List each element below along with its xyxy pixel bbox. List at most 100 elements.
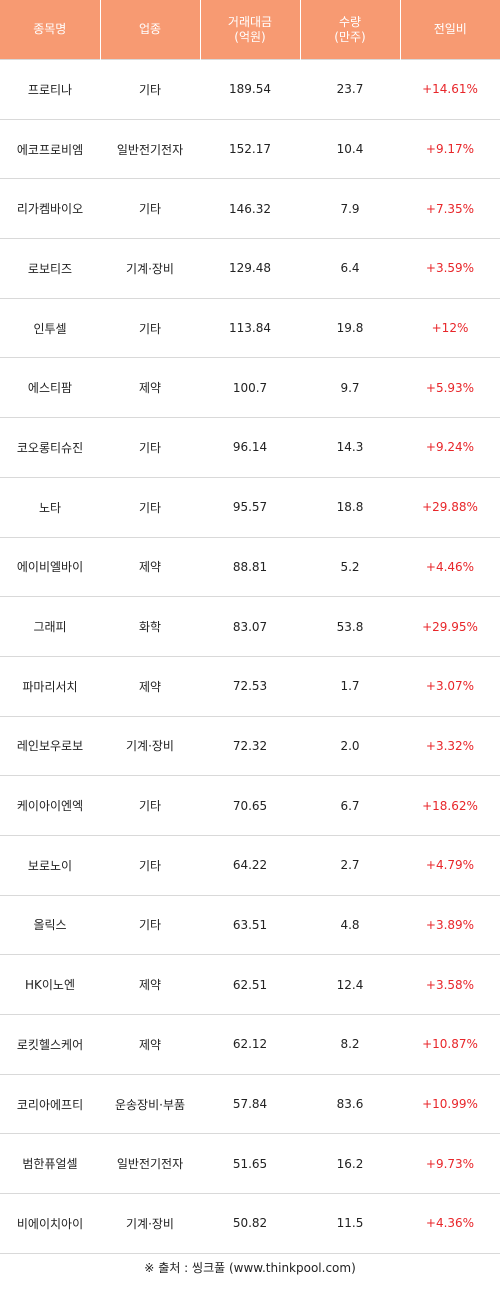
cell-sector: 운송장비·부품 [100, 1074, 200, 1135]
cell-name: 코오롱티슈진 [0, 417, 100, 478]
table-row: 코오롱티슈진 기타 96.14 14.3 +9.24% [0, 417, 500, 478]
cell-value: 72.32 [200, 716, 300, 777]
cell-change: +12% [400, 298, 500, 359]
cell-change: +5.93% [400, 357, 500, 419]
cell-volume: 5.2 [300, 537, 400, 598]
table-row: 케이아이엔엑 기타 70.65 6.7 +18.62% [0, 775, 500, 836]
cell-value: 62.51 [200, 954, 300, 1015]
cell-name: 인투셀 [0, 298, 100, 359]
cell-volume: 9.7 [300, 357, 400, 419]
cell-value: 88.81 [200, 537, 300, 598]
cell-volume: 19.8 [300, 298, 400, 359]
cell-volume: 7.9 [300, 178, 400, 240]
cell-change: +10.87% [400, 1014, 500, 1075]
cell-sector: 기타 [100, 417, 200, 478]
header-volume-line1: 수량 [338, 14, 362, 29]
header-change: 전일비 [400, 0, 500, 60]
cell-name: 케이아이엔엑 [0, 775, 100, 836]
cell-change: +3.07% [400, 656, 500, 717]
cell-sector: 기타 [100, 477, 200, 538]
header-volume-line2: (만주) [334, 29, 366, 44]
cell-name: 범한퓨얼셀 [0, 1133, 100, 1195]
cell-name: 로보티즈 [0, 238, 100, 299]
cell-name: 에코프로비엠 [0, 119, 100, 180]
table-row: 범한퓨얼셀 일반전기전자 51.65 16.2 +9.73% [0, 1133, 500, 1195]
cell-name: HK이노엔 [0, 954, 100, 1015]
table-row: 올릭스 기타 63.51 4.8 +3.89% [0, 895, 500, 956]
table-row: 프로티나 기타 189.54 23.7 +14.61% [0, 59, 500, 120]
cell-value: 62.12 [200, 1014, 300, 1075]
cell-sector: 기타 [100, 895, 200, 956]
cell-name: 프로티나 [0, 59, 100, 120]
cell-volume: 83.6 [300, 1074, 400, 1135]
cell-value: 63.51 [200, 895, 300, 956]
cell-value: 152.17 [200, 119, 300, 180]
cell-volume: 2.7 [300, 835, 400, 896]
cell-change: +3.89% [400, 895, 500, 956]
table-row: 레인보우로보 기계·장비 72.32 2.0 +3.32% [0, 716, 500, 777]
cell-sector: 기타 [100, 835, 200, 896]
reference-mark: ※ [144, 1261, 155, 1275]
cell-volume: 11.5 [300, 1193, 400, 1254]
table-row: 로킷헬스케어 제약 62.12 8.2 +10.87% [0, 1014, 500, 1075]
cell-name: 에스티팜 [0, 357, 100, 419]
cell-value: 146.32 [200, 178, 300, 240]
cell-change: +4.36% [400, 1193, 500, 1254]
cell-value: 57.84 [200, 1074, 300, 1135]
header-row: 종목명 업종 거래대금 (억원) 수량 (만주) 전일비 [0, 0, 500, 60]
cell-name: 비에이치아이 [0, 1193, 100, 1254]
table-header: 종목명 업종 거래대금 (억원) 수량 (만주) 전일비 [0, 0, 500, 60]
stock-table: 종목명 업종 거래대금 (억원) 수량 (만주) 전일비 프로티나 기타 189.5… [0, 0, 500, 1254]
cell-change: +4.46% [400, 537, 500, 598]
header-value: 거래대금 (억원) [200, 0, 301, 60]
cell-volume: 14.3 [300, 417, 400, 478]
cell-volume: 16.2 [300, 1133, 400, 1195]
table-row: 파마리서치 제약 72.53 1.7 +3.07% [0, 656, 500, 717]
cell-sector: 기계·장비 [100, 1193, 200, 1254]
cell-change: +3.32% [400, 716, 500, 777]
cell-sector: 일반전기전자 [100, 1133, 200, 1195]
table-row: 에코프로비엠 일반전기전자 152.17 10.4 +9.17% [0, 119, 500, 180]
cell-change: +18.62% [400, 775, 500, 836]
cell-name: 그래피 [0, 596, 100, 657]
cell-volume: 2.0 [300, 716, 400, 777]
cell-change: +3.58% [400, 954, 500, 1015]
cell-value: 72.53 [200, 656, 300, 717]
cell-sector: 기계·장비 [100, 716, 200, 777]
cell-name: 노타 [0, 477, 100, 538]
cell-value: 129.48 [200, 238, 300, 299]
cell-sector: 일반전기전자 [100, 119, 200, 180]
cell-name: 에이비엘바이 [0, 537, 100, 598]
table-row: HK이노엔 제약 62.51 12.4 +3.58% [0, 954, 500, 1015]
cell-volume: 23.7 [300, 59, 400, 120]
cell-value: 189.54 [200, 59, 300, 120]
cell-sector: 제약 [100, 954, 200, 1015]
cell-volume: 8.2 [300, 1014, 400, 1075]
header-name: 종목명 [0, 0, 101, 60]
cell-value: 70.65 [200, 775, 300, 836]
cell-change: +29.95% [400, 596, 500, 657]
cell-value: 113.84 [200, 298, 300, 359]
cell-value: 83.07 [200, 596, 300, 657]
cell-volume: 53.8 [300, 596, 400, 657]
cell-value: 51.65 [200, 1133, 300, 1195]
table-row: 에이비엘바이 제약 88.81 5.2 +4.46% [0, 537, 500, 598]
table-row: 그래피 화학 83.07 53.8 +29.95% [0, 596, 500, 657]
cell-change: +7.35% [400, 178, 500, 240]
cell-change: +4.79% [400, 835, 500, 896]
table-row: 에스티팜 제약 100.7 9.7 +5.93% [0, 357, 500, 419]
cell-name: 코리아에프티 [0, 1074, 100, 1135]
table-row: 노타 기타 95.57 18.8 +29.88% [0, 477, 500, 538]
cell-sector: 기계·장비 [100, 238, 200, 299]
cell-value: 96.14 [200, 417, 300, 478]
cell-value: 50.82 [200, 1193, 300, 1254]
cell-sector: 기타 [100, 178, 200, 240]
cell-change: +9.73% [400, 1133, 500, 1195]
table-row: 보로노이 기타 64.22 2.7 +4.79% [0, 835, 500, 896]
cell-volume: 12.4 [300, 954, 400, 1015]
table-row: 코리아에프티 운송장비·부품 57.84 83.6 +10.99% [0, 1074, 500, 1135]
header-value-line2: (억원) [234, 29, 266, 44]
cell-volume: 18.8 [300, 477, 400, 538]
cell-change: +29.88% [400, 477, 500, 538]
cell-sector: 제약 [100, 1014, 200, 1075]
